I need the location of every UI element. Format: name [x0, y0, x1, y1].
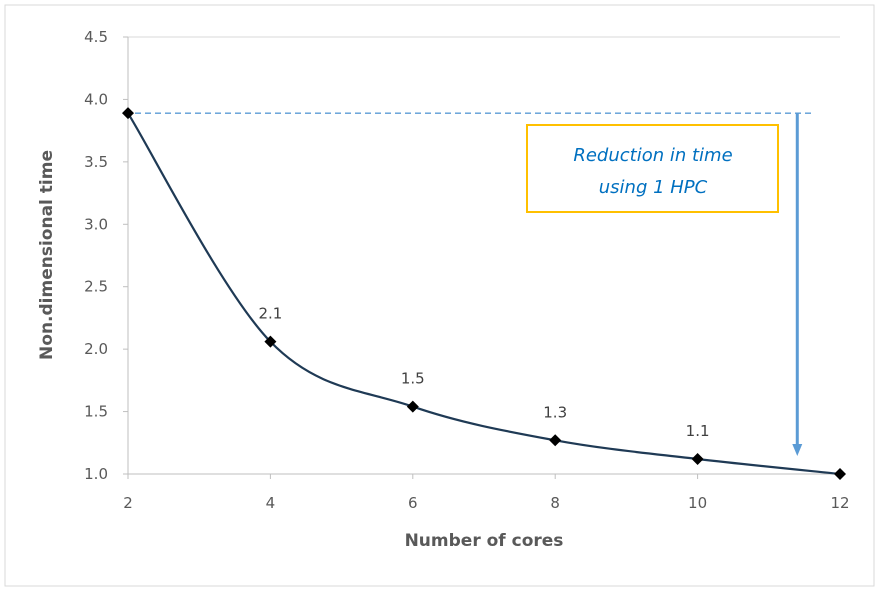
chart-border [4, 4, 875, 587]
data-label: 1.5 [401, 370, 425, 388]
x-tick-label: 10 [688, 494, 707, 512]
reduction-arrow-head [792, 444, 803, 456]
x-tick-label: 8 [550, 494, 560, 512]
y-tick-label: 3.0 [84, 215, 108, 233]
data-point-marker [549, 434, 562, 447]
y-axis-title: Non.dimensional time [37, 150, 57, 360]
y-tick-label: 2.5 [84, 278, 108, 296]
x-tick-label: 6 [408, 494, 418, 512]
y-tick-label: 1.0 [84, 465, 108, 483]
x-axis-title: Number of cores [405, 531, 564, 551]
annotation-line-1: Reduction in time [573, 145, 732, 166]
y-tick-label: 1.5 [84, 403, 108, 421]
x-tick-label: 4 [266, 494, 276, 512]
x-tick-label: 2 [123, 494, 133, 512]
x-tick-label: 12 [830, 494, 849, 512]
data-point-marker [122, 107, 134, 120]
data-point-marker [406, 400, 419, 413]
data-label: 2.1 [258, 305, 282, 323]
y-tick-label: 4.5 [84, 28, 108, 46]
y-tick-label: 2.0 [84, 340, 108, 358]
data-point-marker [264, 335, 277, 348]
data-point-marker [834, 468, 846, 480]
data-label: 1.3 [543, 403, 567, 421]
y-tick-label: 3.5 [84, 153, 108, 171]
annotation-line-2: using 1 HPC [599, 177, 708, 198]
data-point-marker [691, 453, 704, 466]
annotation-box [526, 124, 779, 213]
data-label: 1.1 [686, 422, 710, 440]
y-tick-label: 4.0 [84, 90, 108, 108]
